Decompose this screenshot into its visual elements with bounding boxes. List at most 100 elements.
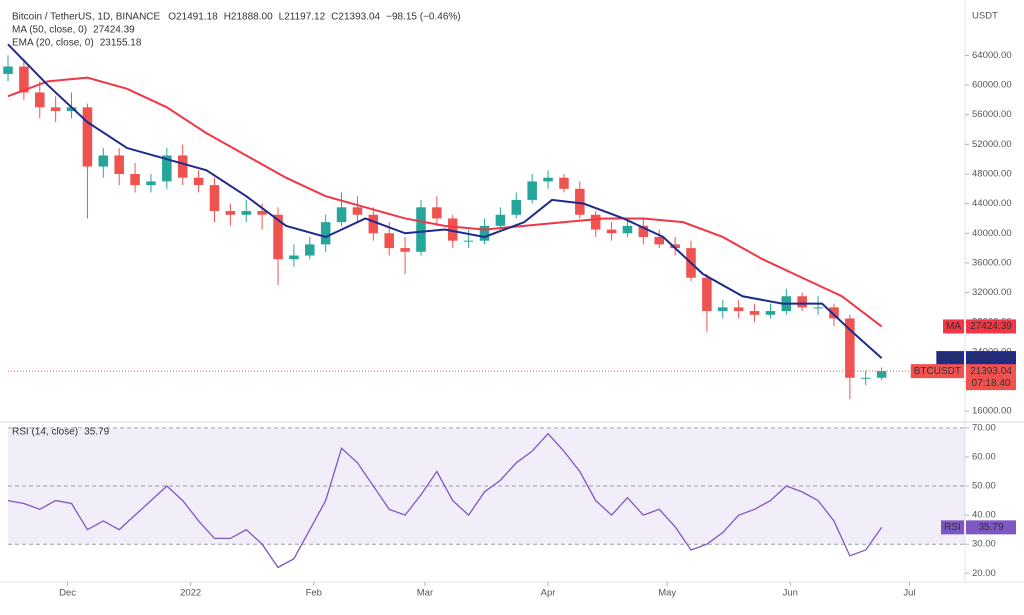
y-tick-label: 16000.00 — [972, 406, 1012, 417]
candle-body — [130, 173, 140, 186]
candle-body — [352, 207, 363, 215]
rsi-line — [7, 432, 883, 569]
candle-body — [98, 155, 109, 167]
x-tick-label: Feb — [306, 588, 322, 599]
candle-body — [860, 377, 871, 379]
ohlc-value: −98.15 (−0.46%) — [386, 12, 461, 23]
candle-body — [368, 214, 379, 234]
candle-body — [590, 214, 601, 230]
candle-body — [654, 236, 665, 245]
candle-body — [19, 66, 29, 93]
candle-body — [765, 311, 776, 315]
y-tick-label: 64000.00 — [972, 50, 1012, 61]
y-tick-label: 40000.00 — [972, 228, 1012, 239]
y-tick-label: 60000.00 — [972, 80, 1012, 91]
ohlc-value: O21491.18 — [168, 12, 218, 23]
badge-value: 23155.18 — [970, 353, 1012, 364]
rsi-legend-value: 35.79 — [84, 427, 109, 438]
y-tick-label: 44000.00 — [972, 198, 1012, 209]
candle-body — [797, 296, 807, 308]
candle-body — [209, 185, 220, 212]
candle-body — [193, 177, 204, 186]
candle-body — [543, 177, 553, 182]
candle-body — [575, 188, 585, 215]
candle-body — [829, 307, 839, 319]
y-tick-label: 20.00 — [972, 568, 996, 579]
candle-body — [876, 371, 887, 378]
badge-value-box — [966, 351, 1016, 366]
candle-body — [638, 225, 649, 237]
candle-body — [845, 318, 855, 378]
candle-body — [606, 229, 617, 234]
candle-body — [749, 311, 760, 315]
badge-label: MA — [946, 321, 961, 332]
candle-body — [162, 155, 172, 182]
legend-value: 27424.39 — [93, 25, 135, 36]
badge-value: 35.79 — [978, 522, 1003, 533]
badge-label-box — [936, 351, 964, 366]
chart-title: Bitcoin / TetherUS, 1D, BINANCE — [12, 12, 161, 23]
legend-name: EMA (20, close, 0) — [12, 38, 94, 49]
ohlc-value: H21888.00 — [224, 12, 273, 23]
x-tick-label: Dec — [59, 588, 76, 599]
badge-label: BTCUSDT — [914, 366, 961, 377]
candle-body — [273, 214, 283, 260]
plot — [3, 43, 965, 569]
candle-body — [384, 233, 394, 249]
candle-body — [527, 181, 537, 200]
candle-body — [416, 207, 426, 252]
legend-name: MA (50, close, 0) — [12, 25, 87, 36]
moving-average — [7, 43, 883, 359]
candle-body — [495, 214, 506, 226]
candle-body — [479, 225, 490, 241]
candle-body — [336, 207, 347, 223]
badge-countdown: 07:18:40 — [972, 378, 1011, 389]
candle-body — [35, 92, 45, 108]
y-tick-label: 48000.00 — [972, 169, 1012, 180]
rsi-background — [8, 427, 965, 545]
candle-body — [463, 240, 474, 242]
candle-body — [447, 218, 458, 241]
candle-body — [225, 211, 236, 215]
x-tick-label: Jun — [783, 588, 798, 599]
candle-body — [622, 225, 633, 234]
y-tick-label: 70.00 — [972, 422, 996, 433]
candle-body — [289, 255, 299, 260]
badge-label: EMA — [939, 353, 961, 364]
ohlc-value: C21393.04 — [331, 12, 380, 23]
x-tick-label: Apr — [541, 588, 556, 599]
badge-value: 21393.04 — [970, 366, 1012, 377]
y-tick-label: 32000.00 — [972, 287, 1012, 298]
candle-body — [320, 222, 331, 245]
candle-body — [114, 155, 124, 174]
y-tick-label: 52000.00 — [972, 139, 1012, 150]
candle-body — [670, 244, 680, 249]
badge-value-box — [966, 319, 1016, 334]
x-tick-label: May — [658, 588, 676, 599]
badge-label-box — [943, 319, 964, 334]
candle-body — [146, 181, 156, 186]
x-tick-label: Jul — [903, 588, 915, 599]
x-tick-label: 2022 — [180, 588, 201, 599]
candle-body — [400, 248, 410, 252]
badge-value-box — [966, 520, 1016, 535]
x-tick-label: Mar — [417, 588, 433, 599]
badge-label-box — [910, 364, 964, 379]
candle-body — [511, 199, 522, 215]
y-tick-label: 40.00 — [972, 510, 996, 521]
candle-body — [66, 107, 77, 111]
y-tick-label: 56000.00 — [972, 109, 1012, 120]
candle-body — [305, 244, 315, 256]
rsi-title: RSI (14, close) — [12, 427, 78, 438]
candle-body — [559, 177, 569, 189]
candle-body — [813, 307, 823, 309]
candle-body — [82, 107, 93, 167]
y-tick-label: 50.00 — [972, 481, 996, 492]
candle-body — [3, 66, 13, 74]
candle-body — [432, 207, 442, 219]
axis-unit: USDT — [972, 11, 998, 22]
candle-body — [702, 277, 712, 312]
